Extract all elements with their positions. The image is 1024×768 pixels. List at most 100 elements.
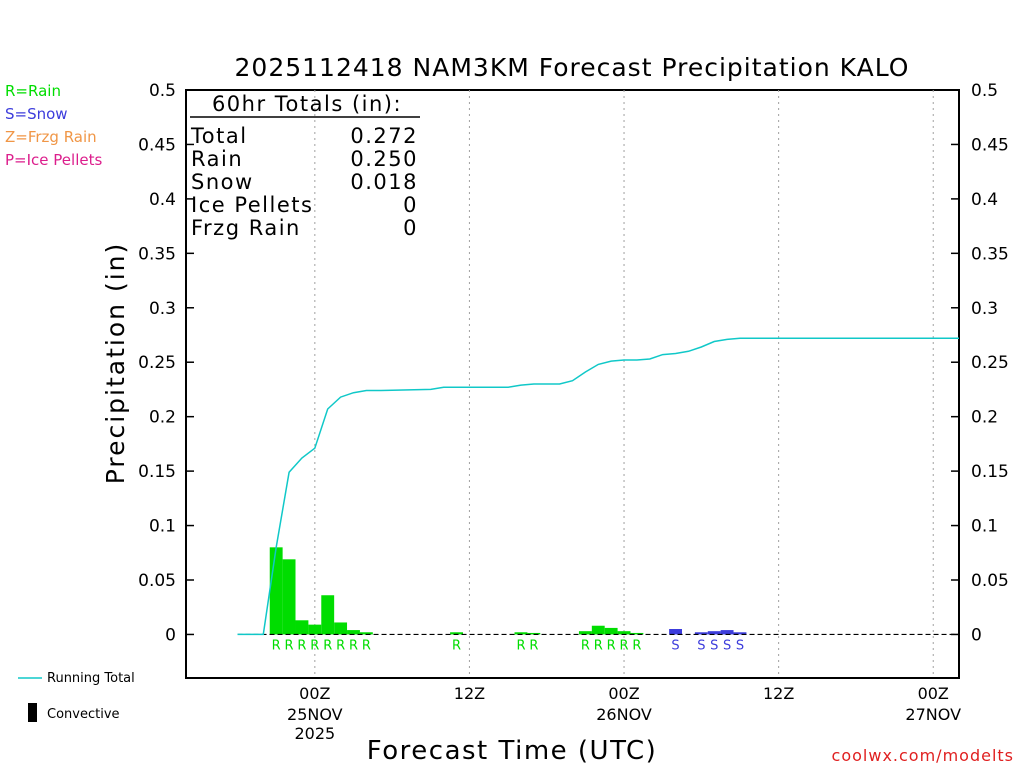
precip-type-letter: R [297,638,306,653]
precip-type-letter: R [362,638,371,653]
y-tick-label-right: 0.1 [971,517,998,537]
hourly-bars [269,547,747,635]
hourly-bar [282,559,296,635]
x-tick-year: 2025 [294,724,335,743]
y-tick-label-left: 0.35 [138,244,176,264]
precip-type-letter: S [723,638,731,653]
y-tick-label-right: 0.3 [971,299,998,319]
y-tick-label-left: 0.3 [149,299,176,319]
y-tick-label-left: 0.1 [149,517,176,537]
precip-type-letter: R [310,638,319,653]
x-tick-label: 00Z [608,684,639,703]
hourly-bar [450,632,463,635]
precip-type-letter: R [452,638,461,653]
precip-type-letter: R [285,638,294,653]
y-tick-label-right: 0 [971,625,982,645]
precip-type-letter: R [336,638,345,653]
x-tick-label: 00Z [299,684,330,703]
x-axis-label: Forecast Time (UTC) [367,736,658,766]
precip-type-legend-entry: S=Snow [5,105,68,123]
precip-type-letter: R [594,638,603,653]
y-tick-label-left: 0.45 [138,135,176,155]
x-tick-date: 25NOV [287,705,343,724]
totals-row-value: 0.018 [350,170,418,194]
y-axis-label: Precipitation (in) [101,242,130,485]
precip-type-letter: R [323,638,332,653]
x-tick-date: 27NOV [905,705,961,724]
y-tick-label-left: 0.15 [138,462,176,482]
y-tick-label-right: 0.25 [971,353,1009,373]
totals-row-label: Snow [191,170,254,194]
hourly-bar [669,629,683,635]
y-tick-label-right: 0.4 [971,190,998,210]
totals-rows: Total 0.272 Rain 0.250 Snow 0.018 Ice Pellets 0… [190,124,418,240]
y-axis-ticks: 0 00.05 0.050.1 0.10.15 0.150.2 0.20.25 0.250.… [138,81,1009,645]
y-tick-label-right: 0.5 [971,81,998,101]
precip-type-letter: R [349,638,358,653]
hourly-bar [578,631,592,635]
running-total-legend-label: Running Total [47,671,135,686]
running-total-line [237,337,959,636]
totals-box: 60hr Totals (in): Total 0.272 Rain 0.250 Sno… [190,92,420,240]
precip-type-legend: R=Rain S=Snow Z=Frzg Rain P=Ice Pellets [5,82,102,169]
precip-type-letter: R [632,638,641,653]
hourly-bar [359,632,373,635]
totals-row-value: 0 [403,216,418,240]
grid-layer [314,90,934,678]
y-tick-label-left: 0 [165,625,176,645]
x-tick-label: 12Z [763,684,794,703]
precip-type-letter: S [710,638,718,653]
hourly-bar [617,631,631,635]
y-tick-label-right: 0.2 [971,408,998,428]
hourly-bar [630,632,644,635]
hourly-bar [269,547,283,635]
precip-type-letter: R [607,638,616,653]
hourly-bar [514,632,528,635]
precip-type-letter: R [272,638,281,653]
y-tick-label-left: 0.5 [149,81,176,101]
y-tick-label-left: 0.25 [138,353,176,373]
y-tick-label-left: 0.4 [149,190,176,210]
precip-type-legend-entry: P=Ice Pellets [5,151,102,169]
x-tick-label: 12Z [454,684,485,703]
x-tick-label: 00Z [918,684,949,703]
totals-row-label: Frzg Rain [191,216,301,240]
y-tick-label-right: 0.35 [971,244,1009,264]
totals-row-label: Ice Pellets [191,193,313,217]
precip-type-legend-entry: Z=Frzg Rain [5,128,97,146]
totals-row-label: Rain [191,147,243,171]
y-tick-label-right: 0.05 [971,571,1009,591]
precip-type-letter: R [581,638,590,653]
hourly-bar [604,627,618,635]
hourly-bar [321,595,335,635]
x-tick-date: 26NOV [596,705,652,724]
hourly-bar [694,632,708,635]
y-tick-label-left: 0.2 [149,408,176,428]
plot-frame [185,89,960,679]
hourly-bar [707,631,721,635]
y-tick-label-right: 0.15 [971,462,1009,482]
hourly-bar [527,632,541,635]
hourly-bar [308,624,322,635]
totals-row-value: 0 [403,193,418,217]
totals-row-value: 0.272 [350,124,418,148]
precip-type-letter: S [736,638,744,653]
precip-type-letter: R [620,638,629,653]
totals-row-label: Total [190,124,248,148]
hourly-bar [733,632,747,635]
precip-type-letter: S [697,638,705,653]
y-tick-label-left: 0.05 [138,571,176,591]
chart-title: 2025112418 NAM3KM Forecast Precipitation… [235,53,910,82]
hourly-bar [347,630,360,635]
precip-type-letter: R [516,638,525,653]
precip-type-letter: S [671,638,679,653]
hourly-bar [720,630,734,635]
convective-legend-swatch [28,703,37,722]
hourly-bar [591,625,605,635]
convective-legend-label: Convective [47,707,120,722]
bottom-legend: Running Total Convective [18,671,135,722]
totals-header: 60hr Totals (in): [212,92,402,116]
